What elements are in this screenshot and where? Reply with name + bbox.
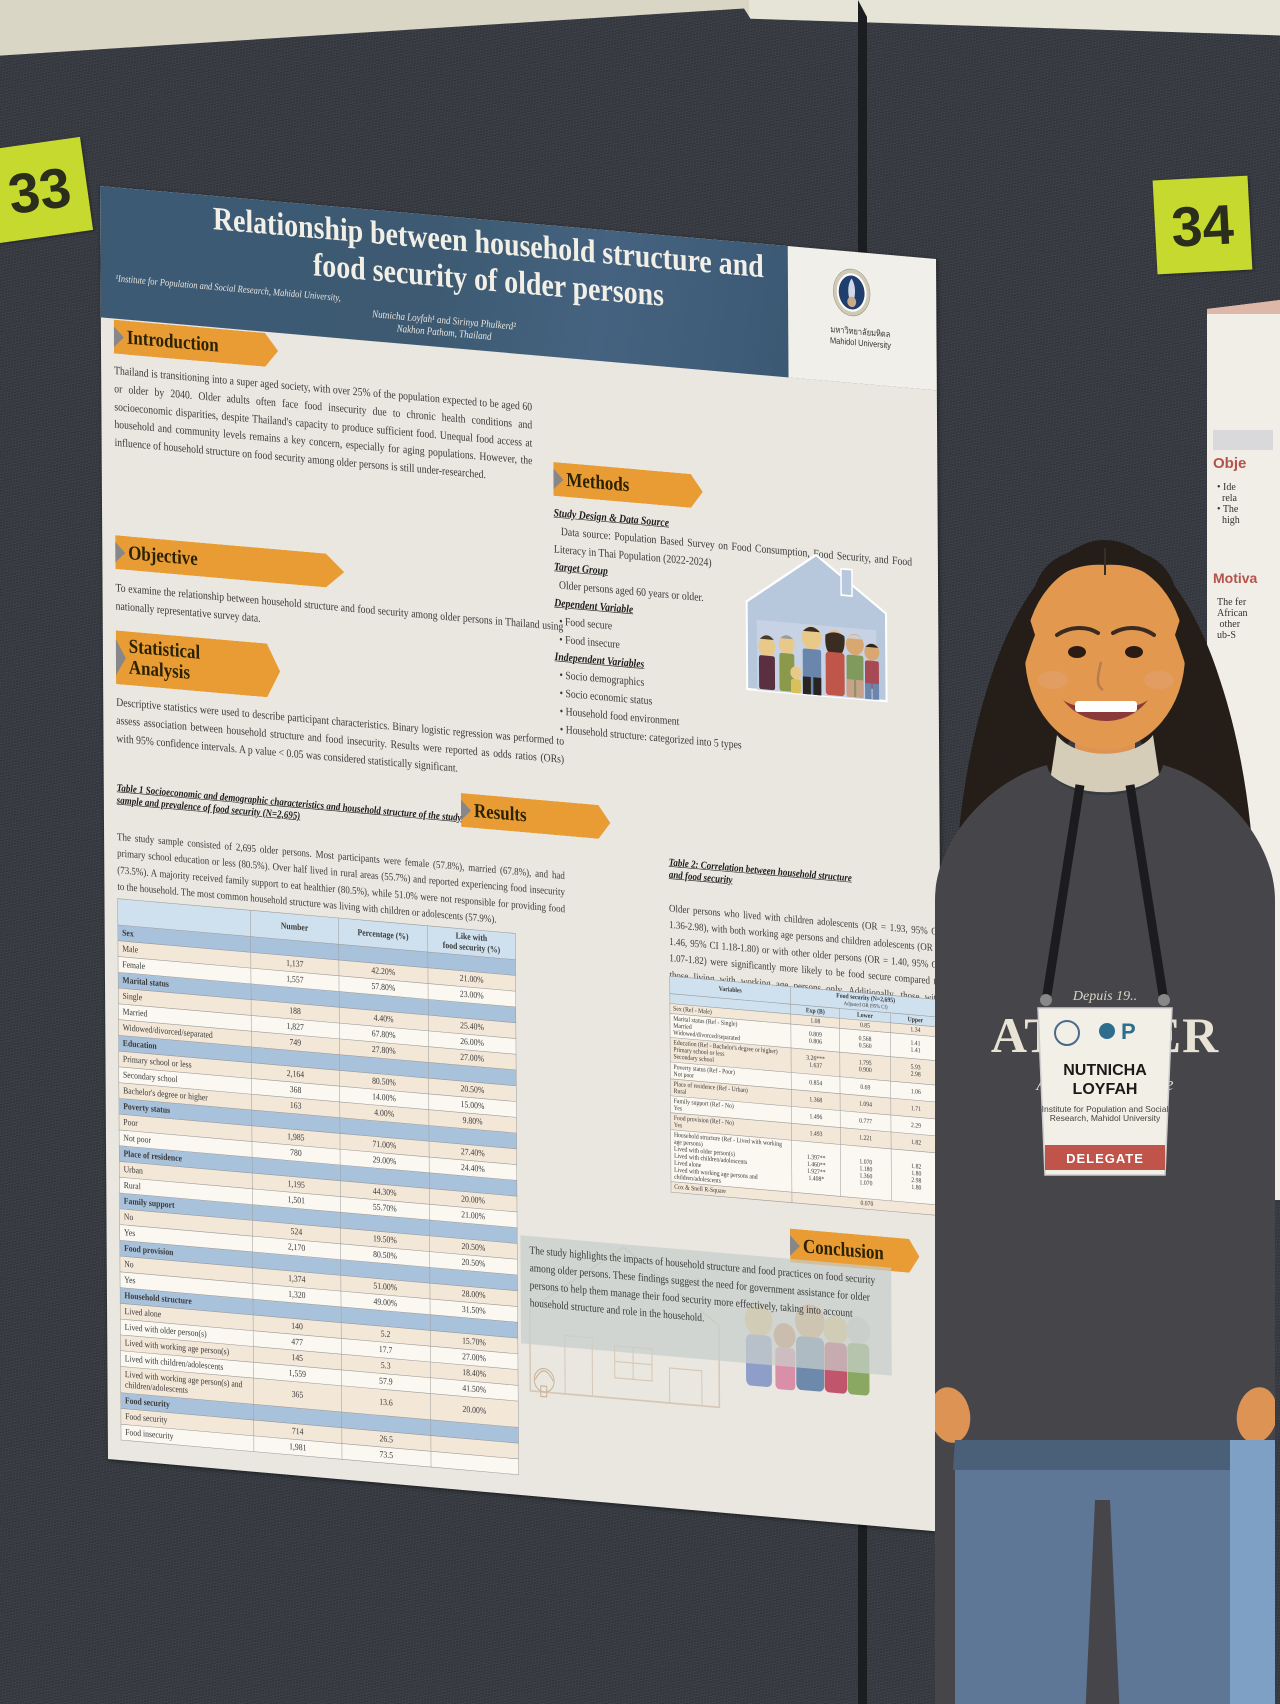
svg-text:Research, Mahidol University: Research, Mahidol University [1050, 1113, 1161, 1123]
svg-text:DELEGATE: DELEGATE [1066, 1151, 1144, 1166]
svg-text:LOYFAH: LOYFAH [1073, 1081, 1138, 1098]
svg-text:NUTNICHA: NUTNICHA [1063, 1062, 1147, 1079]
svg-text:Depuis 19..: Depuis 19.. [1072, 989, 1137, 1004]
svg-text:P: P [1121, 1019, 1136, 1044]
